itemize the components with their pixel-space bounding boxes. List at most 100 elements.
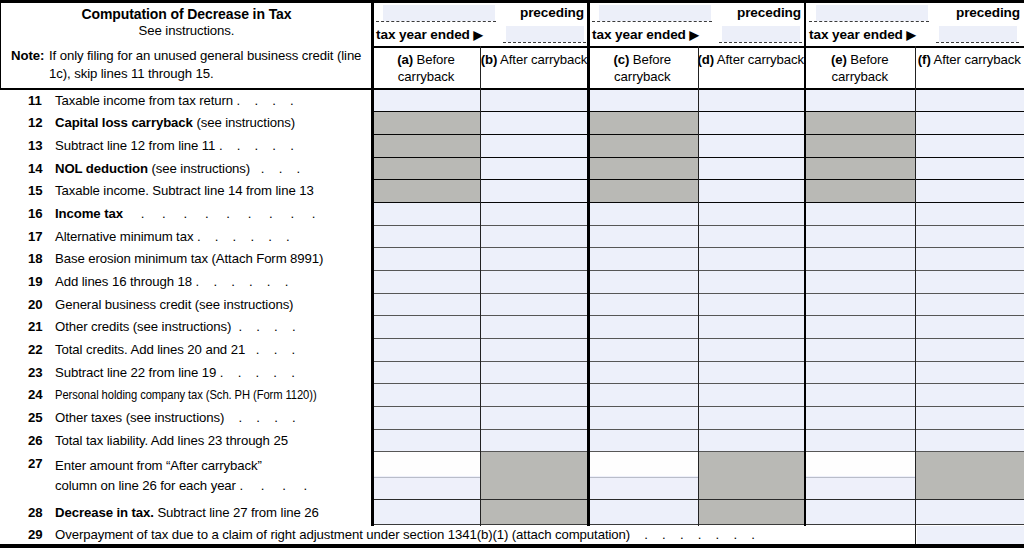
cell-22f[interactable] (915, 339, 1024, 361)
cell-21b[interactable] (480, 316, 588, 338)
cell-11a[interactable] (372, 90, 480, 112)
cell-13b[interactable] (480, 135, 588, 157)
cell-18c[interactable] (588, 248, 698, 270)
cell-23a[interactable] (372, 362, 480, 384)
cell-22d[interactable] (698, 339, 805, 361)
cell-11e[interactable] (805, 90, 915, 112)
cell-14f[interactable] (915, 158, 1024, 180)
cell-11d[interactable] (698, 90, 805, 112)
cell-25d[interactable] (698, 407, 805, 429)
cell-18e[interactable] (805, 248, 915, 270)
cell-16b[interactable] (480, 203, 588, 225)
cell-25c[interactable] (588, 407, 698, 429)
cell-23f[interactable] (915, 362, 1024, 384)
top-border (0, 0, 1024, 3)
cell-19a[interactable] (372, 271, 480, 293)
cell-28e[interactable] (805, 500, 915, 524)
cell-11c[interactable] (588, 90, 698, 112)
cell-21f[interactable] (915, 316, 1024, 338)
cell-23d[interactable] (698, 362, 805, 384)
cell-15b[interactable] (480, 180, 588, 202)
cell-20c[interactable] (588, 294, 698, 316)
cell-17d[interactable] (698, 226, 805, 248)
cell-25b[interactable] (480, 407, 588, 429)
cell-22e[interactable] (805, 339, 915, 361)
cell-20d[interactable] (698, 294, 805, 316)
preceding-years-input-2[interactable] (599, 5, 711, 21)
cell-27c[interactable] (588, 452, 698, 499)
column-letter: (c) (613, 52, 629, 67)
cell-28f[interactable] (915, 500, 1024, 524)
cell-12b[interactable] (480, 112, 588, 134)
cell-22b[interactable] (480, 339, 588, 361)
cell-13d[interactable] (698, 135, 805, 157)
cell-26e[interactable] (805, 430, 915, 452)
cell-26d[interactable] (698, 430, 805, 452)
cell-17c[interactable] (588, 226, 698, 248)
preceding-years-input-1[interactable] (383, 5, 495, 21)
cell-26c[interactable] (588, 430, 698, 452)
cell-13f[interactable] (915, 135, 1024, 157)
cell-25a[interactable] (372, 407, 480, 429)
cell-24f[interactable] (915, 384, 1024, 406)
cell-22a[interactable] (372, 339, 480, 361)
tax-year-ended-input-2[interactable] (722, 26, 800, 42)
cell-16f[interactable] (915, 203, 1024, 225)
cell-11f[interactable] (915, 90, 1024, 112)
cell-16a[interactable] (372, 203, 480, 225)
cell-24b[interactable] (480, 384, 588, 406)
cell-25e[interactable] (805, 407, 915, 429)
cell-18d[interactable] (698, 248, 805, 270)
cell-27e[interactable] (805, 452, 915, 499)
cell-23c[interactable] (588, 362, 698, 384)
cell-23e[interactable] (805, 362, 915, 384)
cell-26a[interactable] (372, 430, 480, 452)
cell-21a[interactable] (372, 316, 480, 338)
cell-19c[interactable] (588, 271, 698, 293)
cell-15f[interactable] (915, 180, 1024, 202)
cell-27a[interactable] (372, 452, 480, 499)
cell-28a[interactable] (372, 500, 480, 524)
cell-20b[interactable] (480, 294, 588, 316)
cell-21e[interactable] (805, 316, 915, 338)
tax-year-ended-input-3[interactable] (939, 26, 1017, 42)
cell-24a[interactable] (372, 384, 480, 406)
cell-28c[interactable] (588, 500, 698, 524)
cell-23b[interactable] (480, 362, 588, 384)
cell-21c[interactable] (588, 316, 698, 338)
cell-14b[interactable] (480, 158, 588, 180)
cell-12d[interactable] (698, 112, 805, 134)
cell-15d[interactable] (698, 180, 805, 202)
cell-20a[interactable] (372, 294, 480, 316)
cell-26f[interactable] (915, 430, 1024, 452)
cell-20e[interactable] (805, 294, 915, 316)
cell-17e[interactable] (805, 226, 915, 248)
preceding-years-input-3[interactable] (816, 5, 928, 21)
cell-17a[interactable] (372, 226, 480, 248)
cell-11b[interactable] (480, 90, 588, 112)
cell-26b[interactable] (480, 430, 588, 452)
cell-24d[interactable] (698, 384, 805, 406)
cell-20f[interactable] (915, 294, 1024, 316)
cell-19b[interactable] (480, 271, 588, 293)
cell-14d[interactable] (698, 158, 805, 180)
cell-24c[interactable] (588, 384, 698, 406)
cell-24e[interactable] (805, 384, 915, 406)
cell-12f[interactable] (915, 112, 1024, 134)
cell-25f[interactable] (915, 407, 1024, 429)
column-header-a: (a) Before carryback (372, 48, 480, 88)
cell-22c[interactable] (588, 339, 698, 361)
cell-18f[interactable] (915, 248, 1024, 270)
cell-16c[interactable] (588, 203, 698, 225)
cell-18a[interactable] (372, 248, 480, 270)
cell-17f[interactable] (915, 226, 1024, 248)
cell-16d[interactable] (698, 203, 805, 225)
cell-18b[interactable] (480, 248, 588, 270)
cell-16e[interactable] (805, 203, 915, 225)
tax-year-ended-input-1[interactable] (506, 26, 584, 42)
cell-19d[interactable] (698, 271, 805, 293)
cell-21d[interactable] (698, 316, 805, 338)
cell-17b[interactable] (480, 226, 588, 248)
cell-19f[interactable] (915, 271, 1024, 293)
cell-19e[interactable] (805, 271, 915, 293)
